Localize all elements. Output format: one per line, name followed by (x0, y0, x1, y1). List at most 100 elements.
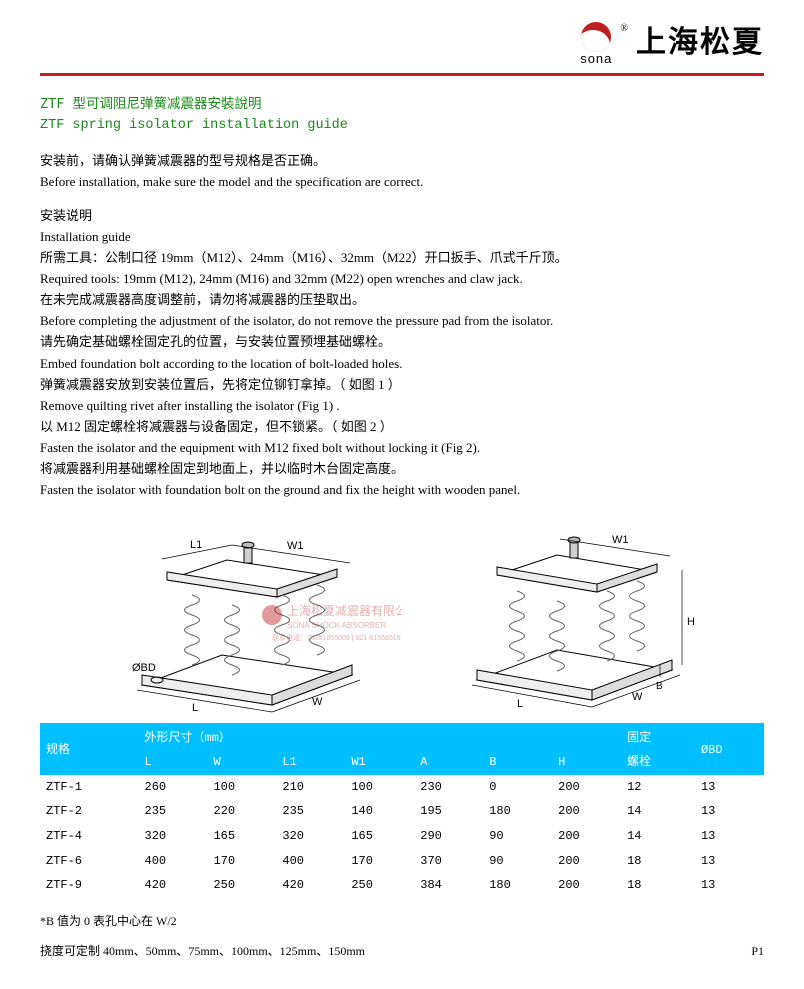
body-paragraph: Before completing the adjustment of the … (40, 311, 764, 331)
watermark-en: SONA SHOCK ABSORBER (287, 621, 386, 630)
body-paragraph: 在未完成减震器高度调整前，请勿将减震器的压垫取出。 (40, 290, 764, 310)
table-cell: 165 (207, 824, 276, 849)
th-b: B (483, 750, 552, 775)
table-row: ZTF-6400170400170370902001813 (40, 849, 764, 874)
table-cell: 200 (552, 873, 621, 898)
footer-note-2: 挠度可定制 40mm、50mm、75mm、100mm、125mm、150mm (40, 942, 365, 961)
th-l: L (139, 750, 208, 775)
dim-l1: L1 (190, 539, 202, 551)
logo-subtext: sona (580, 52, 612, 65)
logo-registered: ® (620, 21, 628, 37)
page-header: sona ® 上海松夏 (40, 20, 764, 76)
table-cell: 12 (621, 775, 695, 800)
dim-l: L (192, 702, 198, 714)
body-paragraph: Remove quilting rivet after installing t… (40, 396, 764, 416)
table-cell: 230 (414, 775, 483, 800)
th-obd: ØBD (695, 723, 764, 775)
table-cell: ZTF-2 (40, 799, 139, 824)
dim-l-r: L (517, 698, 523, 710)
table-cell: 235 (139, 799, 208, 824)
watermark-zh: 上海松夏减震器有限公司 (287, 603, 402, 618)
table-cell: 200 (552, 849, 621, 874)
body-paragraph: 所需工具：公制口径 19mm（M12）、24mm（M16）、32mm（M22）开… (40, 248, 764, 268)
dim-w1-r: W1 (612, 534, 629, 546)
diagram-fig2: W1 L W B H (462, 515, 702, 715)
table-cell: ZTF-4 (40, 824, 139, 849)
body-paragraph: 将减震器利用基础螺栓固定到地面上，并以临时木台固定高度。 (40, 459, 764, 479)
footer-note-1: *B 值为 0 表孔中心在 W/2 (40, 912, 764, 931)
table-cell: 370 (414, 849, 483, 874)
table-cell: 170 (345, 849, 414, 874)
body-paragraph: Before installation, make sure the model… (40, 172, 764, 192)
table-cell: 250 (345, 873, 414, 898)
table-cell: 180 (483, 799, 552, 824)
table-cell: 195 (414, 799, 483, 824)
dim-w-r: W (632, 691, 643, 703)
table-cell: 400 (276, 849, 345, 874)
logo: sona ® 上海松夏 (580, 20, 764, 67)
body-paragraph: Required tools: 19mm (M12), 24mm (M16) a… (40, 269, 764, 289)
table-row: ZTF-22352202351401951802001413 (40, 799, 764, 824)
table-cell: 290 (414, 824, 483, 849)
table-cell: 13 (695, 799, 764, 824)
dim-w1: W1 (287, 540, 304, 552)
table-cell: ZTF-1 (40, 775, 139, 800)
body-paragraph: Fasten the isolator and the equipment wi… (40, 438, 764, 458)
table-cell: 320 (139, 824, 208, 849)
dim-w: W (312, 696, 323, 708)
body-paragraph: 安装前，请确认弹簧减震器的型号规格是否正确。 (40, 151, 764, 171)
th-group-dim: 外形尺寸（mm） (139, 723, 622, 751)
table-cell: 180 (483, 873, 552, 898)
table-cell: 90 (483, 824, 552, 849)
table-cell: 320 (276, 824, 345, 849)
dim-b-r: B (656, 681, 663, 692)
page-number: P1 (751, 942, 764, 961)
table-cell: 220 (207, 799, 276, 824)
technical-diagram: L1 W1 ØBD L W 上海松夏减震器有限公司 SONA SHOCK ABS… (40, 515, 764, 715)
th-group-bolt: 固定 (621, 723, 695, 751)
table-row: ZTF-126010021010023002001213 (40, 775, 764, 800)
spec-table-body: ZTF-126010021010023002001213ZTF-22352202… (40, 775, 764, 898)
logo-text: 上海松夏 (636, 20, 764, 67)
table-cell: 18 (621, 873, 695, 898)
body-paragraph: 弹簧减震器安放到安装位置后，先将定位铆钉拿掉。（ 如图 1 ） (40, 375, 764, 395)
diagram-fig1: L1 W1 ØBD L W 上海松夏减震器有限公司 SONA SHOCK ABS… (122, 515, 402, 715)
body-paragraph: 以 M12 固定螺栓将减震器与设备固定，但不锁紧。（ 如图 2 ） (40, 417, 764, 437)
th-model: 规格 (40, 723, 139, 775)
body-paragraph: Embed foundation bolt according to the l… (40, 354, 764, 374)
table-cell: 0 (483, 775, 552, 800)
title-en: ZTF spring isolator installation guide (40, 116, 764, 137)
table-row: ZTF-94202504202503841802001813 (40, 873, 764, 898)
table-cell: 13 (695, 824, 764, 849)
table-cell: 100 (207, 775, 276, 800)
table-cell: 165 (345, 824, 414, 849)
table-cell: 13 (695, 775, 764, 800)
th-w1: W1 (345, 750, 414, 775)
table-cell: 13 (695, 873, 764, 898)
table-cell: 200 (552, 824, 621, 849)
table-cell: ZTF-6 (40, 849, 139, 874)
table-cell: 400 (139, 849, 208, 874)
body-paragraph: 安装说明 (40, 206, 764, 226)
table-cell: 200 (552, 799, 621, 824)
table-cell: 90 (483, 849, 552, 874)
th-h: H (552, 750, 621, 775)
spec-table-header: 规格 外形尺寸（mm） 固定 ØBD L W L1 W1 A B H 螺栓 (40, 723, 764, 775)
table-cell: 250 (207, 873, 276, 898)
watermark-tel: 联系电话：15201855009 | 021-61556519 (272, 633, 401, 642)
footer-line: 挠度可定制 40mm、50mm、75mm、100mm、125mm、150mm P… (40, 942, 764, 961)
title-zh: ZTF 型可调阻尼弹簧减震器安裝說明 (40, 94, 764, 115)
body-paragraph: Fasten the isolator with foundation bolt… (40, 480, 764, 500)
table-cell: 170 (207, 849, 276, 874)
table-cell: 420 (276, 873, 345, 898)
th-w: W (207, 750, 276, 775)
table-cell: 420 (139, 873, 208, 898)
spec-table: 规格 外形尺寸（mm） 固定 ØBD L W L1 W1 A B H 螺栓 ZT… (40, 723, 764, 898)
logo-icon (581, 22, 611, 52)
body-paragraph: Installation guide (40, 227, 764, 247)
logo-mark: sona (580, 22, 612, 65)
table-cell: 210 (276, 775, 345, 800)
table-cell: 100 (345, 775, 414, 800)
body-text: 安装前，请确认弹簧减震器的型号规格是否正确。Before installatio… (40, 151, 764, 500)
th-bolt: 螺栓 (621, 750, 695, 775)
